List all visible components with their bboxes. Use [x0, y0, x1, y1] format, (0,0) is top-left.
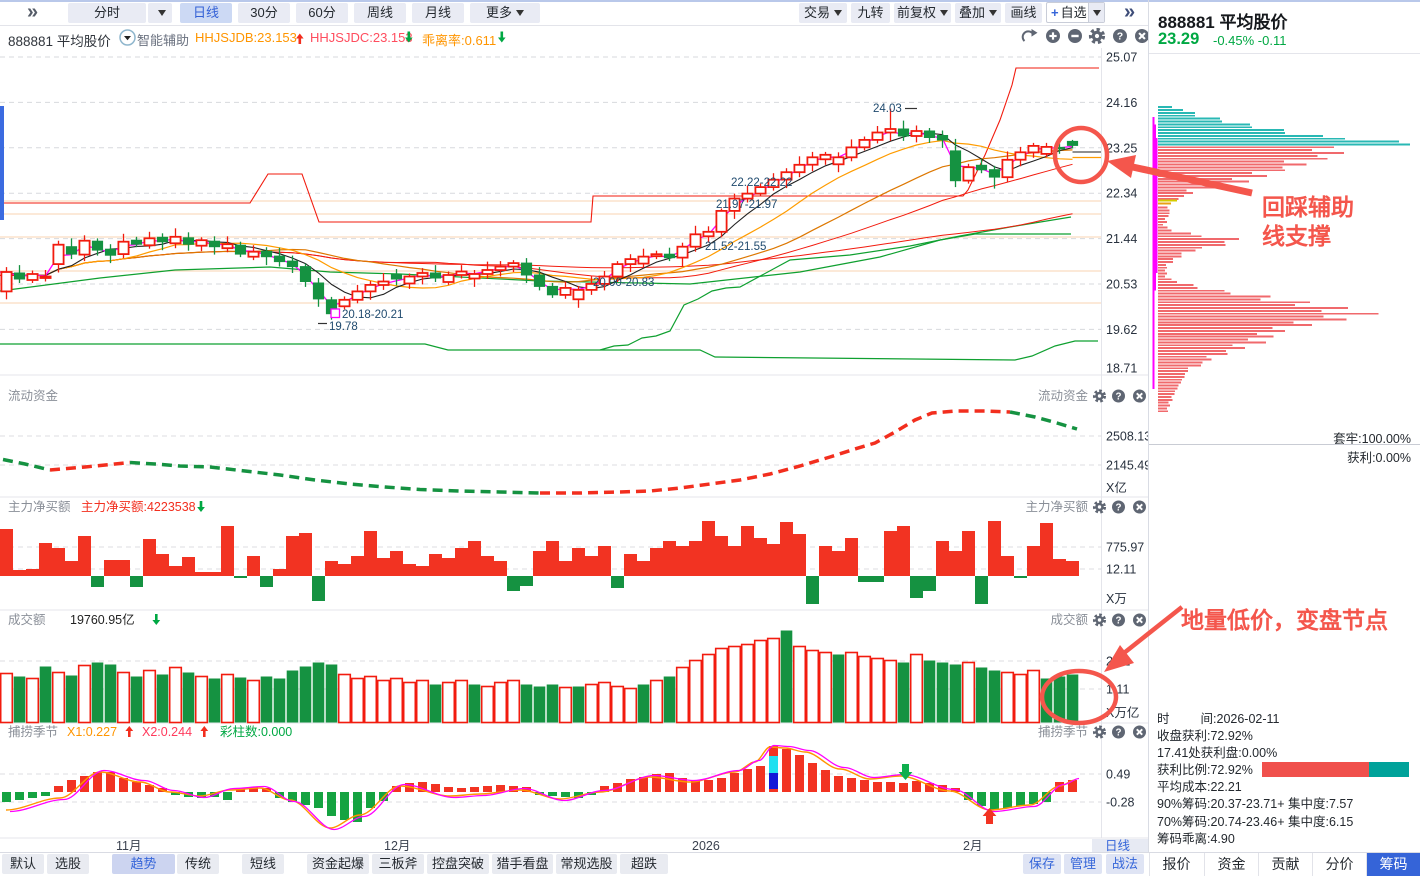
svg-text:1.11: 1.11: [1106, 683, 1129, 697]
svg-text:X亿: X亿: [1106, 480, 1127, 495]
svg-text:19760.95亿: 19760.95亿: [70, 612, 135, 627]
svg-text:23.25: 23.25: [1106, 141, 1137, 155]
svg-text:11月: 11月: [116, 839, 141, 852]
svg-text:24.16: 24.16: [1106, 96, 1137, 110]
svg-text:-0.28: -0.28: [1106, 796, 1135, 810]
svg-text:日线: 日线: [1105, 839, 1131, 852]
svg-text:2.41: 2.41: [1106, 655, 1130, 669]
svg-text:25.07: 25.07: [1106, 51, 1137, 65]
svg-text:20.18-20.21: 20.18-20.21: [342, 309, 403, 321]
svg-text:成交额: 成交额: [1050, 612, 1088, 627]
svg-text:24.03: 24.03: [873, 103, 902, 115]
svg-text:?: ?: [1117, 31, 1123, 43]
svg-text:X1:0.227: X1:0.227: [67, 725, 117, 739]
svg-text:?: ?: [1116, 727, 1122, 738]
svg-text:12月: 12月: [384, 839, 410, 852]
svg-text:彩柱数:0.000: 彩柱数:0.000: [220, 724, 292, 739]
svg-text:18.71: 18.71: [1106, 362, 1137, 376]
svg-text:21.97-21.97: 21.97-21.97: [716, 199, 777, 211]
svg-text:2月: 2月: [963, 839, 982, 852]
svg-text:22.22-22.22: 22.22-22.22: [731, 177, 792, 189]
svg-text:21.44: 21.44: [1106, 232, 1137, 246]
svg-text:20.53: 20.53: [1106, 278, 1137, 292]
svg-text:22.34: 22.34: [1106, 187, 1137, 201]
svg-text:2145.49: 2145.49: [1106, 459, 1148, 473]
svg-text:流动资金: 流动资金: [1038, 388, 1089, 403]
svg-text:12.11: 12.11: [1106, 563, 1136, 577]
svg-text:主力净买额: 主力净买额: [1025, 500, 1088, 514]
svg-text:775.97: 775.97: [1106, 541, 1144, 555]
svg-text:?: ?: [1116, 502, 1122, 513]
svg-text:流动资金: 流动资金: [8, 388, 59, 403]
svg-text:成交额: 成交额: [8, 612, 46, 627]
svg-text:主力净买额:4223538: 主力净买额:4223538: [81, 500, 196, 514]
svg-text:地量低价，变盘节点: 地量低价，变盘节点: [1181, 607, 1388, 633]
svg-text:19.78: 19.78: [329, 321, 358, 333]
svg-text:X万: X万: [1106, 592, 1127, 606]
svg-text:2508.13: 2508.13: [1106, 430, 1148, 444]
svg-text:0.49: 0.49: [1106, 768, 1130, 782]
svg-text:捕捞季节: 捕捞季节: [8, 724, 58, 739]
svg-text:20.00-20.83: 20.00-20.83: [593, 277, 654, 289]
svg-text:19.62: 19.62: [1106, 323, 1137, 337]
svg-text:X2:0.244: X2:0.244: [142, 725, 192, 739]
svg-text:主力净买额: 主力净买额: [8, 500, 71, 514]
svg-text:21.52-21.55: 21.52-21.55: [705, 241, 766, 253]
svg-text:捕捞季节: 捕捞季节: [1038, 724, 1088, 739]
svg-text:2026: 2026: [692, 839, 720, 852]
svg-text:?: ?: [1116, 391, 1122, 402]
svg-text:?: ?: [1116, 615, 1122, 626]
svg-text:X万亿: X万亿: [1106, 705, 1139, 720]
